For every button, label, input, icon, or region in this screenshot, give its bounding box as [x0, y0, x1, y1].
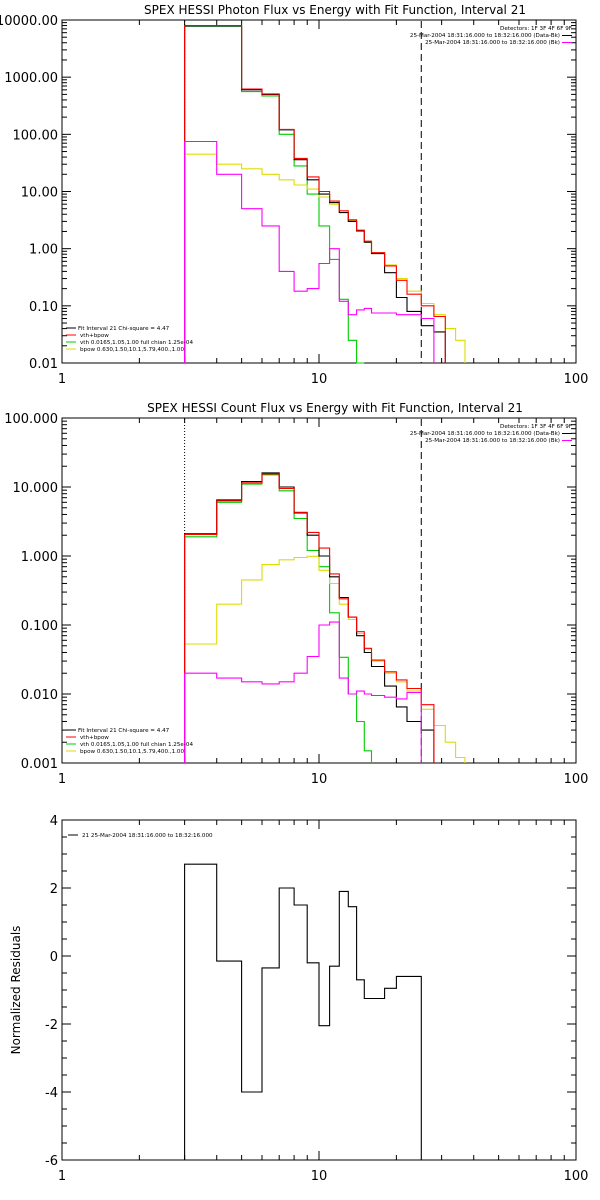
count-flux-title: SPEX HESSI Count Flux vs Energy with Fit…	[147, 401, 523, 415]
series-total	[184, 24, 446, 363]
legend-thermal-2: vth 0.0165,1.05,1.00 full chian 1.25e-04	[80, 742, 193, 748]
y-tick-label: 2	[50, 882, 58, 897]
series-bpow	[184, 153, 466, 363]
y-tick-label: 4	[50, 814, 58, 829]
y-tick-label: 10.000	[13, 481, 59, 496]
residuals-panel: 1 10 100 4 2 0 -2 -4 -6 Normalized Residuals 21 …	[9, 814, 588, 1184]
legend-data-bk-2: 25-Mar-2004 18:31:16.000 to 18:32:16.000…	[410, 431, 560, 437]
y-tick-label: 1000.00	[4, 71, 58, 86]
legend-thermal: vth 0.0165,1.05,1.00 full chian 1.25e-04	[80, 340, 193, 346]
count-flux-frame	[61, 417, 577, 764]
x-tick-label: 10	[311, 772, 328, 787]
y-tick-label: -6	[45, 1154, 58, 1169]
legend-detectors: Detectors: 1F 3F 4F 6F 9F	[500, 26, 572, 32]
series-bk	[184, 140, 435, 363]
photon-flux-title: SPEX HESSI Photon Flux vs Energy with Fi…	[144, 3, 526, 17]
series-thermal	[184, 25, 365, 364]
legend-bk: 25-Mar-2004 18:31:16.000 to 18:32:16.000…	[425, 40, 560, 46]
legend-fit-interval-2: Fit Interval 21 Chi-square = 4.47	[78, 728, 170, 734]
legend-total-2: vth+bpow	[80, 735, 109, 741]
y-tick-label: 1.000	[21, 550, 58, 565]
y-tick-label: 100.00	[13, 128, 59, 143]
legend-total: vth+bpow	[80, 333, 109, 339]
photon-flux-ticks: 1 10 100 10000.00 1000.00 100.00 10.00 1.00 0.10…	[0, 14, 588, 387]
residuals-legend: 21 25-Mar-2004 18:31:16.000 to 18:32:16.…	[82, 833, 213, 839]
photon-flux-series	[184, 24, 466, 364]
series-bk	[184, 621, 422, 763]
photon-flux-panel: SPEX HESSI Photon Flux vs Energy with Fi…	[0, 3, 588, 387]
y-tick-label: 0.001	[21, 757, 58, 772]
x-tick-label: 10	[311, 1169, 328, 1184]
x-tick-label: 100	[564, 372, 589, 387]
count-flux-vlines	[184, 419, 422, 763]
y-tick-label: -4	[45, 1086, 58, 1101]
y-tick-label: 10.00	[21, 186, 58, 201]
x-tick-label: 1	[58, 1169, 66, 1184]
count-flux-legend-top: Detectors: 1F 3F 4F 6F 9F 25-Mar-2004 18…	[410, 424, 572, 444]
y-tick-label: 0.10	[29, 300, 58, 315]
y-tick-label: 10000.00	[0, 14, 58, 29]
y-tick-label: 0.01	[29, 357, 58, 372]
photon-flux-legend-top: Detectors: 1F 3F 4F 6F 9F 25-Mar-2004 18…	[410, 26, 572, 46]
y-tick-label: 1.00	[29, 243, 58, 258]
y-tick-label: 100.000	[4, 412, 58, 427]
legend-fit-interval: Fit Interval 21 Chi-square = 4.47	[78, 326, 170, 332]
count-flux-panel: SPEX HESSI Count Flux vs Energy with Fit…	[4, 401, 588, 787]
legend-bpow-2: bpow 0.630,1.50,10.1,5.79,400.,1.00	[80, 749, 184, 755]
residuals-ylabel: Normalized Residuals	[9, 926, 23, 1055]
x-tick-label: 100	[564, 1169, 589, 1184]
residuals-series	[184, 863, 422, 1160]
y-tick-label: 0.100	[21, 619, 58, 634]
y-tick-label: -2	[45, 1018, 58, 1033]
legend-bk-2: 25-Mar-2004 18:31:16.000 to 18:32:16.000…	[425, 438, 560, 444]
count-flux-legend-bottom: Fit Interval 21 Chi-square = 4.47 vth+bp…	[66, 728, 193, 755]
x-tick-label: 1	[58, 772, 66, 787]
x-tick-label: 100	[564, 772, 589, 787]
series-residuals	[184, 863, 422, 1160]
series-bpow	[184, 555, 466, 763]
count-flux-series	[184, 472, 466, 763]
x-tick-label: 1	[58, 372, 66, 387]
y-tick-label: 0.010	[21, 688, 58, 703]
series-thermal	[184, 474, 373, 763]
legend-data-bk: 25-Mar-2004 18:31:16.000 to 18:32:16.000…	[410, 33, 560, 39]
y-tick-label: 0	[50, 950, 58, 965]
series-data	[184, 472, 435, 763]
photon-flux-vlines	[184, 21, 422, 363]
count-flux-ticks: 1 10 100 100.000 10.000 1.000 0.100 0.010 0.001	[4, 412, 588, 787]
photon-flux-legend-bottom: Fit Interval 21 Chi-square = 4.47 vth+bp…	[66, 326, 193, 353]
legend-bpow: bpow 0.630,1.50,10.1,5.79,400.,1.00	[80, 347, 184, 353]
legend-detectors-2: Detectors: 1F 3F 4F 6F 9F	[500, 424, 572, 430]
residuals-ticks: 1 10 100 4 2 0 -2 -4 -6	[45, 814, 588, 1184]
x-tick-label: 10	[311, 372, 328, 387]
series-total	[184, 473, 435, 763]
